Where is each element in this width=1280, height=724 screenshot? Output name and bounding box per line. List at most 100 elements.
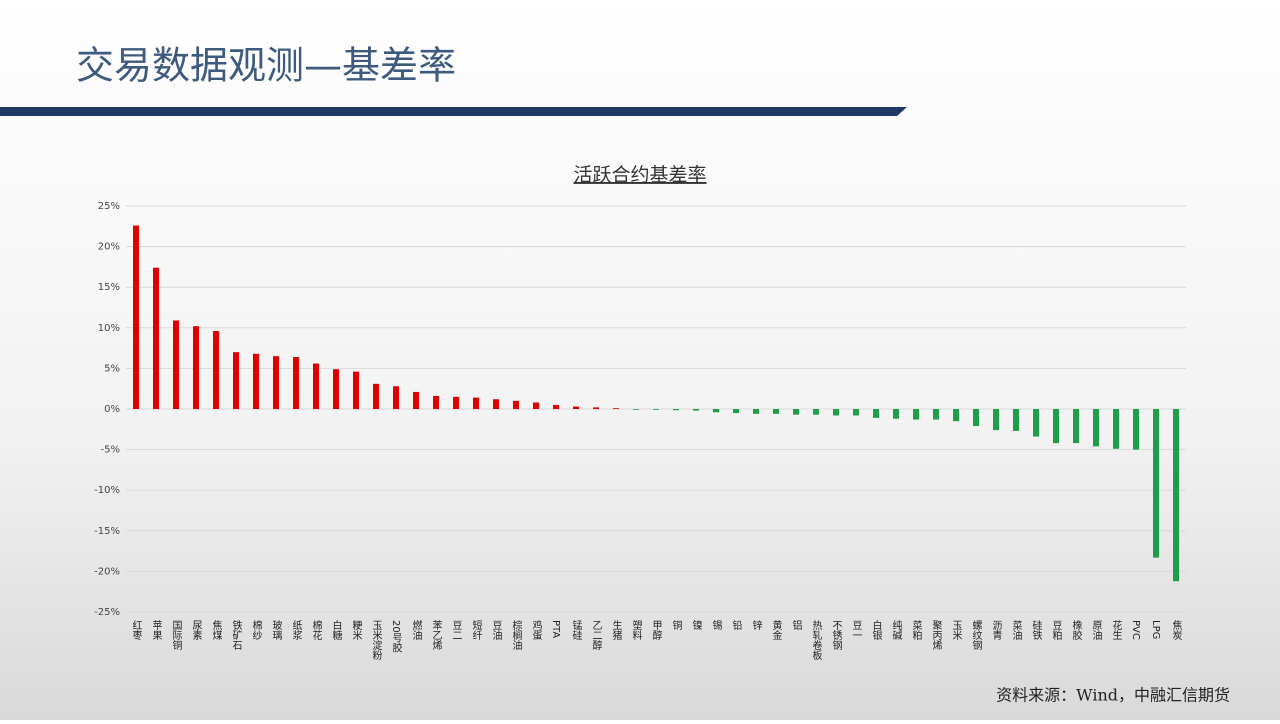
bar <box>533 402 539 409</box>
bar <box>1173 409 1179 582</box>
bar <box>973 409 979 427</box>
x-tick-label: 棉花 <box>310 619 322 640</box>
chart-title: 活跃合约基差率 <box>573 164 706 186</box>
bar <box>413 391 419 409</box>
bar <box>333 369 339 409</box>
bar <box>773 409 779 414</box>
bar <box>913 409 919 420</box>
bar <box>813 409 819 415</box>
bar <box>153 267 159 409</box>
bar <box>693 409 699 411</box>
x-tick-label: 燃油 <box>410 619 422 640</box>
bar <box>793 409 799 415</box>
x-tick-label: 铜 <box>670 620 682 631</box>
bar <box>1073 409 1079 444</box>
x-tick-label: 国际铜 <box>170 620 182 651</box>
x-tick-label: 尿素 <box>190 620 202 640</box>
x-tick-label: 镍 <box>690 619 702 631</box>
bar <box>1133 409 1139 450</box>
bar <box>593 407 599 409</box>
x-tick-label: 铝 <box>790 620 802 631</box>
x-tick-label: 锌 <box>750 619 762 631</box>
x-tick-label: 花生 <box>1110 619 1122 640</box>
y-tick-label: 20% <box>98 242 120 253</box>
bar <box>1113 409 1119 449</box>
source-note: 资料来源：Wind，中融汇信期货 <box>996 686 1230 705</box>
y-tick-label: -25% <box>94 607 120 618</box>
x-tick-label: 苹果 <box>150 619 162 641</box>
x-tick-label: 生猪 <box>610 619 622 641</box>
bar <box>653 409 659 410</box>
y-tick-label: 10% <box>98 323 120 334</box>
x-tick-label: 粳米 <box>350 619 362 641</box>
bar <box>633 409 639 410</box>
bar <box>573 406 579 409</box>
bar <box>213 331 219 409</box>
x-tick-label: 20号胶 <box>390 620 402 654</box>
bar <box>313 363 319 409</box>
x-tick-label: 短纤 <box>470 619 482 641</box>
x-tick-label: 焦炭 <box>1170 619 1182 641</box>
x-tick-label: 豆粕 <box>1050 620 1062 641</box>
header-bar <box>0 107 907 116</box>
x-tick-label: 玻璃 <box>270 619 282 641</box>
x-tick-label: 玉米 <box>950 620 962 641</box>
x-tick-label: LPG <box>1150 620 1161 639</box>
bar <box>433 396 439 409</box>
bar <box>393 386 399 409</box>
x-tick-label: 豆油 <box>490 620 502 640</box>
x-tick-label: 豆一 <box>850 620 862 640</box>
bar <box>473 397 479 409</box>
y-tick-label: -15% <box>94 526 120 537</box>
bar <box>193 326 199 409</box>
plot-area: -25% -20% -15% -10% -5% 0% 5% 10% 15% 20% 25% 红枣 苹果国… <box>94 201 1186 661</box>
x-tick-label: PTA <box>550 620 561 638</box>
bar <box>513 400 519 409</box>
y-tick-label: 25% <box>98 201 120 212</box>
x-tick-label: 白糖 <box>330 619 342 641</box>
x-tick-label: 菜粕 <box>910 620 922 641</box>
bar <box>553 404 559 409</box>
x-tick-label: 螺纹钢 <box>970 620 982 651</box>
y-tick-label: 5% <box>104 363 120 374</box>
x-tick-label: 热轧卷板 <box>810 619 822 661</box>
bar <box>1013 409 1019 431</box>
y-tick-label: 15% <box>98 282 120 293</box>
bar <box>1053 409 1059 444</box>
x-tick-label: 棉纱 <box>250 619 262 640</box>
bar <box>1093 409 1099 447</box>
x-tick-label: 不锈钢 <box>830 620 842 651</box>
x-tick-label: 沥青 <box>990 620 1002 641</box>
x-tick-label: 菜油 <box>1010 620 1022 640</box>
x-tick-label: 白银 <box>870 619 882 641</box>
y-tick-label: -10% <box>94 485 120 496</box>
bar <box>853 409 859 416</box>
bar <box>673 409 679 411</box>
x-tick-label: 红枣 <box>130 619 142 641</box>
bar <box>993 409 999 431</box>
bar <box>373 383 379 409</box>
x-tick-label: 锰硅 <box>570 619 582 640</box>
x-tick-label: 焦煤 <box>210 619 222 641</box>
x-tick-label: PVC <box>1130 620 1141 640</box>
x-tick-label: 塑料 <box>630 620 642 641</box>
bar <box>873 409 879 418</box>
x-tick-label: 苯乙烯 <box>430 619 442 651</box>
bar <box>1033 409 1039 437</box>
x-tick-label: 鸡蛋 <box>530 619 542 641</box>
bar <box>1153 409 1159 558</box>
bar <box>453 396 459 409</box>
x-tick-label: 纯碱 <box>890 619 902 641</box>
x-tick-label: 玉米淀粉 <box>370 620 382 661</box>
slide-title: 交易数据观测—基差率 <box>76 44 456 88</box>
x-tick-label: 纸浆 <box>290 619 302 640</box>
x-tick-label: 铅 <box>730 619 742 631</box>
y-tick-label: 0% <box>104 404 120 415</box>
bar <box>233 352 239 409</box>
y-tick-label: -5% <box>101 445 120 456</box>
bar <box>713 409 719 413</box>
bar <box>753 409 759 414</box>
y-tick-label: -20% <box>94 566 120 577</box>
x-tick-label: 原油 <box>1090 620 1102 640</box>
